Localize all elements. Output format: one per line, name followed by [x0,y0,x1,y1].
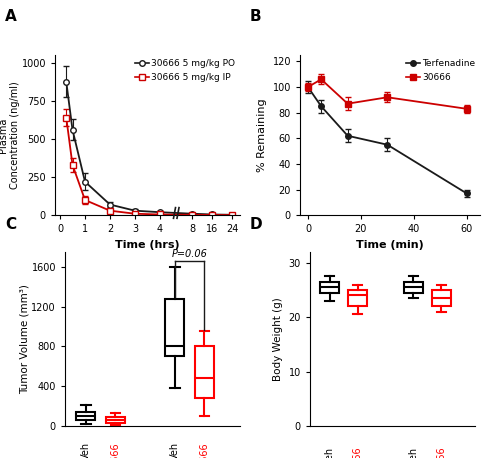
X-axis label: Time (hrs): Time (hrs) [115,240,180,250]
Text: P=0.06: P=0.06 [172,249,207,259]
Legend: Terfenadine, 30666: Terfenadine, 30666 [406,60,475,82]
PathPatch shape [165,299,184,356]
PathPatch shape [348,290,366,306]
Text: D: D [250,217,262,232]
Legend: 30666 5 mg/kg PO, 30666 5 mg/kg IP: 30666 5 mg/kg PO, 30666 5 mg/kg IP [135,60,235,82]
Text: Veh: Veh [81,442,91,458]
Text: Veh: Veh [170,442,179,458]
PathPatch shape [195,346,214,398]
Text: 30666: 30666 [352,447,362,458]
X-axis label: Time (min): Time (min) [356,240,424,250]
Text: Veh: Veh [408,447,418,458]
Text: A: A [5,9,17,24]
PathPatch shape [106,417,125,423]
Text: B: B [250,9,262,24]
Y-axis label: % Remaining: % Remaining [257,98,267,172]
Text: 30666: 30666 [200,442,209,458]
Text: Veh: Veh [324,447,334,458]
PathPatch shape [76,412,96,420]
Y-axis label: Body Weight (g): Body Weight (g) [273,297,283,381]
PathPatch shape [432,290,450,306]
Y-axis label: Tumor Volume (mm³): Tumor Volume (mm³) [20,284,30,394]
Text: 30666: 30666 [436,447,446,458]
Text: 30666: 30666 [110,442,120,458]
PathPatch shape [320,282,338,293]
PathPatch shape [404,282,422,293]
Text: C: C [5,217,16,232]
Y-axis label: Plasma
Concentration (ng/ml): Plasma Concentration (ng/ml) [0,81,20,189]
